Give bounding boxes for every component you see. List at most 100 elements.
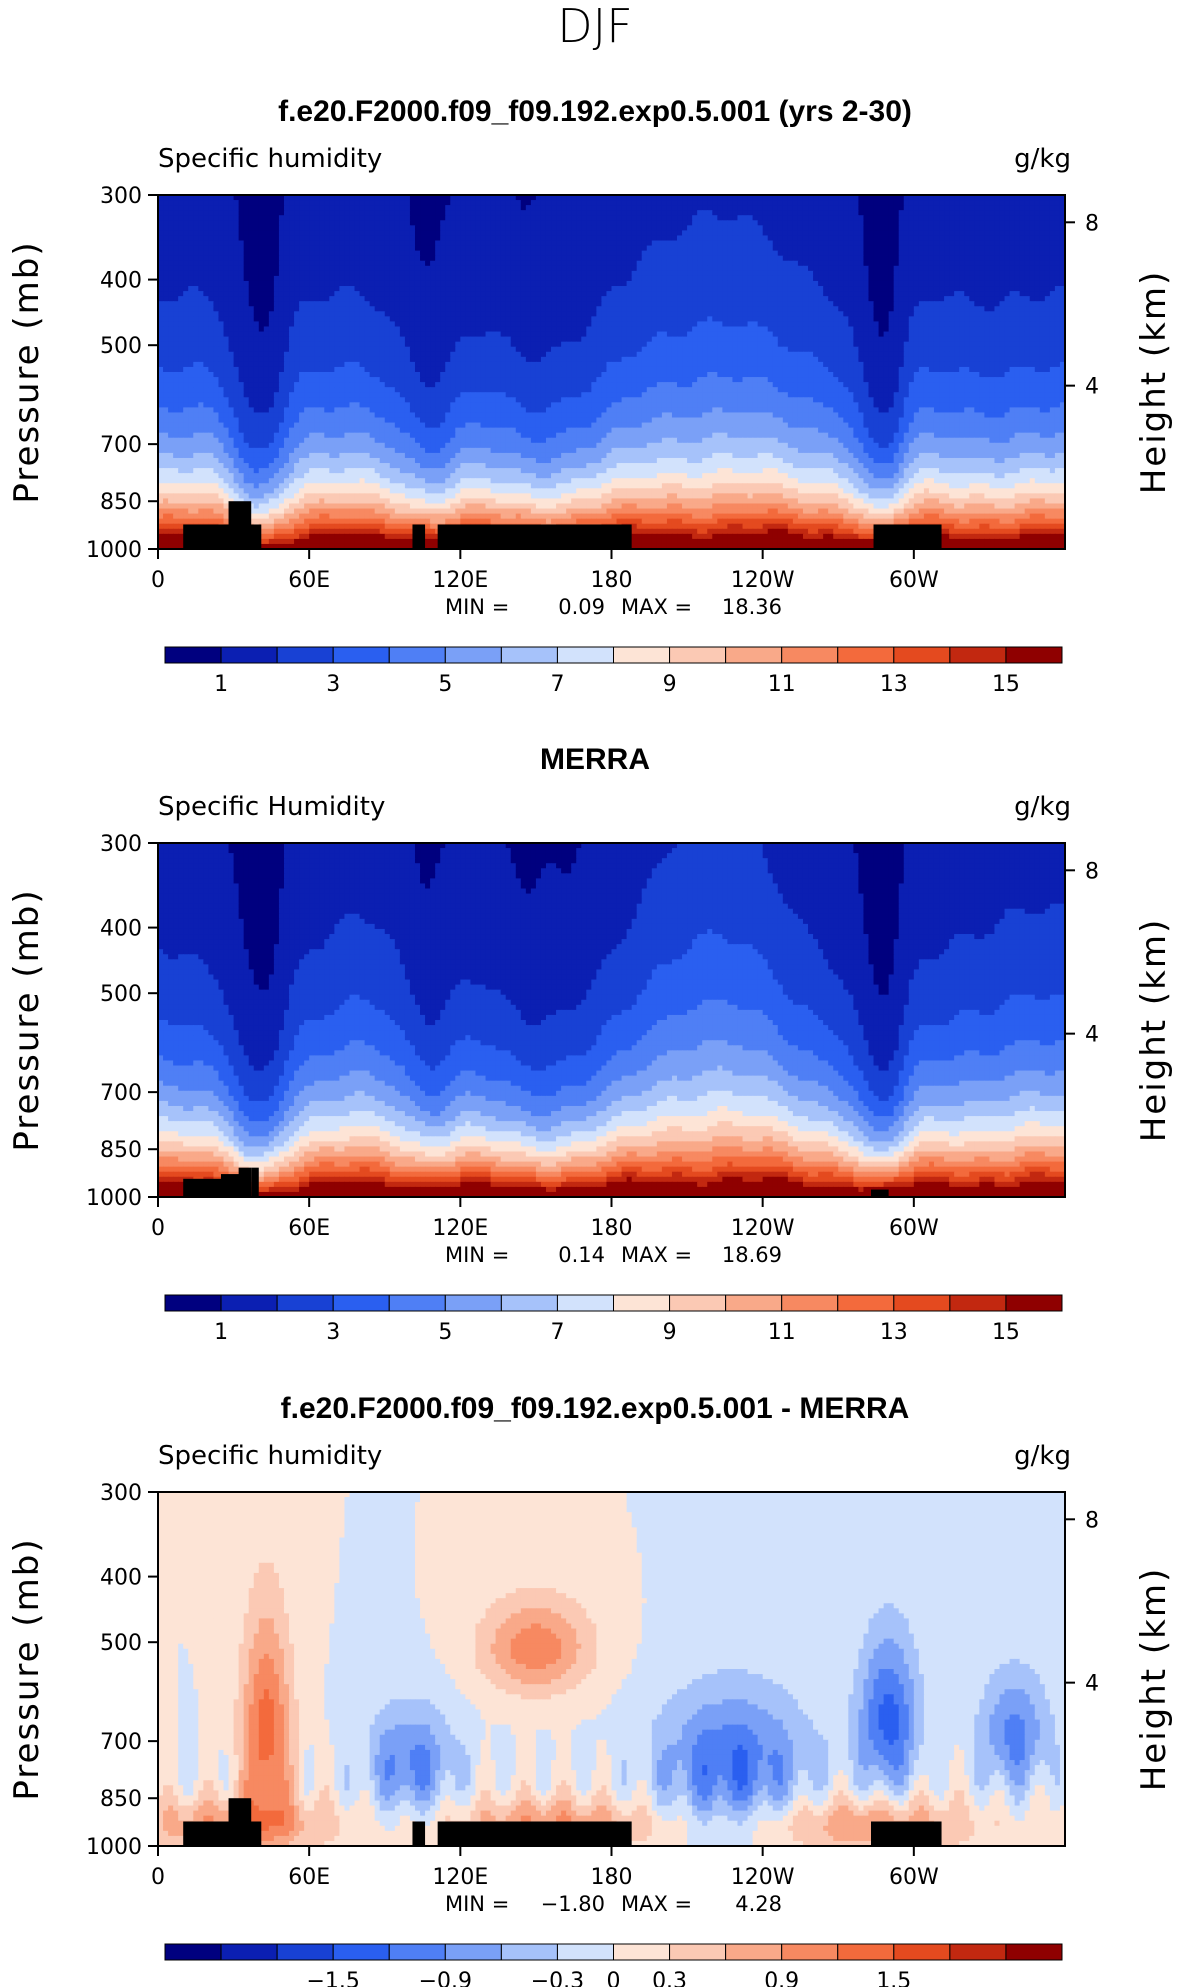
contour-cell <box>374 321 381 328</box>
contour-cell <box>641 321 648 328</box>
contour-cell <box>294 296 300 302</box>
contour-cell <box>465 245 472 252</box>
contour-cell <box>460 245 466 252</box>
contour-cell <box>994 225 1001 231</box>
contour-cell <box>520 235 527 242</box>
contour-cell <box>173 245 179 252</box>
contour-cell <box>818 235 824 242</box>
contour-cell <box>621 260 628 267</box>
contour-cell <box>843 291 849 297</box>
contour-cell <box>697 311 703 317</box>
contour-cell <box>460 235 466 242</box>
contour-cell <box>500 230 507 237</box>
contour-cell <box>853 270 860 277</box>
contour-cell <box>797 260 804 267</box>
contour-cell <box>631 260 638 267</box>
contour-cell <box>964 215 970 221</box>
contour-cell <box>515 306 522 312</box>
contour-cell <box>551 280 557 287</box>
contour-cell <box>475 280 482 287</box>
contour-cell <box>989 230 996 237</box>
contour-cell <box>339 270 346 277</box>
contour-cell <box>616 215 623 221</box>
contour-cell <box>702 255 708 262</box>
contour-cell <box>394 200 401 206</box>
contour-cell <box>586 260 592 267</box>
contour-cell <box>294 210 300 216</box>
contour-cell <box>596 205 603 211</box>
contour-cell <box>324 245 330 252</box>
contour-cell <box>682 306 688 312</box>
contour-cell <box>797 235 804 242</box>
contour-cell <box>455 260 461 267</box>
contour-cell <box>576 225 582 231</box>
contour-cell <box>183 235 189 242</box>
contour-cell <box>379 240 386 247</box>
contour-cell <box>188 225 194 231</box>
contour-cell <box>969 321 975 328</box>
contour-cell <box>621 240 628 247</box>
contour-cell <box>581 301 587 307</box>
contour-cell <box>646 270 653 277</box>
contour-cell <box>747 200 754 206</box>
contour-cell <box>430 225 436 231</box>
contour-cell <box>556 286 562 292</box>
contour-cell <box>208 331 215 338</box>
contour-cell <box>933 275 940 282</box>
contour-cell <box>168 331 174 338</box>
contour-cell <box>888 270 895 277</box>
contour-cell <box>954 306 960 312</box>
contour-cell <box>797 240 804 247</box>
contour-cell <box>561 291 567 297</box>
contour-cell <box>576 220 582 226</box>
contour-cell <box>646 255 653 262</box>
contour-cell <box>808 205 814 211</box>
contour-cell <box>828 316 834 323</box>
contour-cell <box>677 205 683 211</box>
contour-cell <box>692 316 698 323</box>
contour-cell <box>1014 265 1021 272</box>
contour-cell <box>752 195 759 201</box>
contour-cell <box>838 260 844 267</box>
contour-cell <box>1009 306 1016 312</box>
contour-cell <box>717 316 723 323</box>
contour-cell <box>1034 240 1041 247</box>
contour-cell <box>510 301 517 307</box>
contour-cell <box>525 311 532 317</box>
contour-cell <box>435 280 441 287</box>
contour-cell <box>475 235 482 242</box>
contour-cell <box>460 220 466 226</box>
contour-cell <box>556 210 562 216</box>
contour-cell <box>163 215 169 221</box>
contour-cell <box>782 200 789 206</box>
contour-cell <box>898 220 905 226</box>
contour-cell <box>354 215 361 221</box>
contour-cell <box>253 225 260 231</box>
contour-cell <box>218 306 225 312</box>
contour-cell <box>183 220 189 226</box>
contour-cell <box>455 235 461 242</box>
contour-cell <box>707 215 713 221</box>
contour-cell <box>692 220 698 226</box>
contour-cell <box>228 301 235 307</box>
contour-cell <box>500 255 507 262</box>
contour-cell <box>283 230 290 237</box>
contour-cell <box>677 225 683 231</box>
contour-cell <box>420 260 426 267</box>
contour-cell <box>903 296 910 302</box>
contour-cell <box>1049 296 1056 302</box>
contour-cell <box>460 301 466 307</box>
contour-cell <box>802 316 809 323</box>
contour-cell <box>656 286 663 292</box>
contour-cell <box>989 265 996 272</box>
contour-cell <box>289 215 295 221</box>
contour-cell <box>379 215 386 221</box>
contour-cell <box>591 306 597 312</box>
contour-cell <box>661 260 668 267</box>
contour-cell <box>389 265 396 272</box>
contour-cell <box>1034 296 1041 302</box>
contour-cell <box>445 265 451 272</box>
contour-cell <box>989 260 996 267</box>
contour-cell <box>1049 306 1056 312</box>
contour-cell <box>294 291 300 297</box>
